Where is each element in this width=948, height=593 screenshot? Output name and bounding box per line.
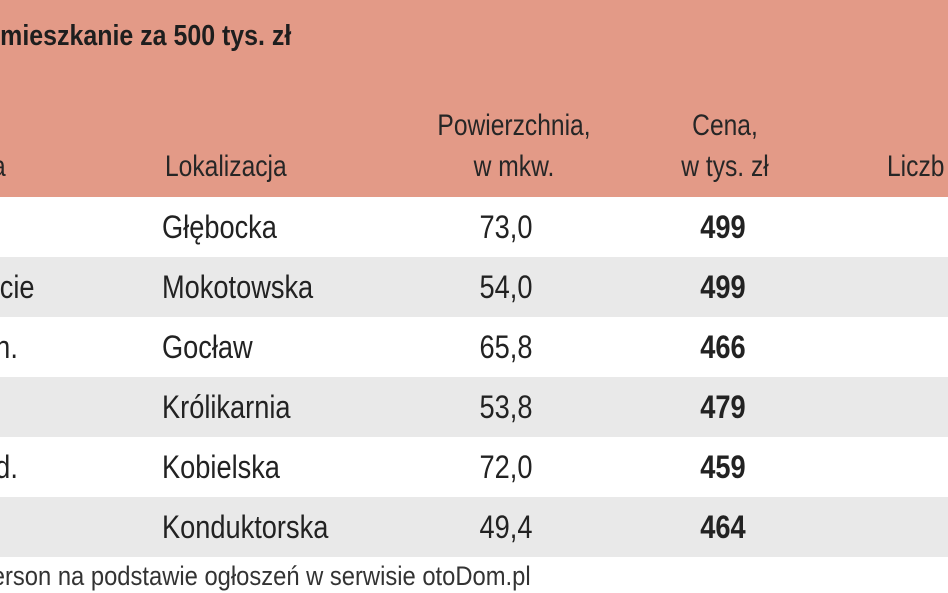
source-note: merson na podstawie ogłoszeń w serwisie … (0, 561, 531, 591)
table-row: a Głębocka 73,0 499 (0, 197, 948, 257)
column-header-location: Lokalizacja (165, 150, 287, 183)
area-cell: 73,0 (479, 209, 533, 245)
price-cell: 459 (700, 449, 746, 485)
location-cell: Kobielska (162, 449, 280, 485)
location-cell: Mokotowska (162, 269, 314, 305)
price-cell: 466 (700, 329, 746, 365)
column-header-price-line1: Cena, (692, 109, 758, 142)
table-header: o mieszkanie za 500 tys. zł a Lokalizacj… (0, 0, 948, 197)
district-cell: Płd. (0, 449, 18, 485)
area-cell: 65,8 (479, 329, 533, 365)
table-row: v Królikarnia 53,8 479 (0, 377, 948, 437)
table-row: ęście Mokotowska 54,0 499 (0, 257, 948, 317)
area-cell: 72,0 (479, 449, 533, 485)
price-cell: 499 (700, 269, 746, 305)
price-cell: 499 (700, 209, 746, 245)
column-header-area-line1: Powierzchnia, (437, 109, 591, 142)
table-title: o mieszkanie za 500 tys. zł (0, 20, 292, 52)
column-header-area-line2: w mkw. (473, 150, 555, 183)
column-header-rooms: Liczb (887, 150, 945, 183)
table-row: Płn. Gocław 65,8 466 (0, 317, 948, 377)
column-header-district: a (0, 147, 6, 186)
location-cell: Głębocka (162, 209, 277, 245)
table-row: v Konduktorska 49,4 464 (0, 497, 948, 557)
area-cell: 49,4 (479, 509, 533, 545)
location-cell: Gocław (162, 329, 253, 365)
district-cell: ęście (0, 269, 35, 305)
location-cell: Królikarnia (162, 389, 291, 425)
price-cell: 464 (700, 509, 746, 545)
district-cell: Płn. (0, 329, 18, 365)
price-cell: 479 (700, 389, 746, 425)
table-row: Płd. Kobielska 72,0 459 (0, 437, 948, 497)
area-cell: 54,0 (479, 269, 533, 305)
location-cell: Konduktorska (162, 509, 329, 545)
column-header-price-line2: w tys. zł (681, 150, 769, 183)
area-cell: 53,8 (479, 389, 533, 425)
